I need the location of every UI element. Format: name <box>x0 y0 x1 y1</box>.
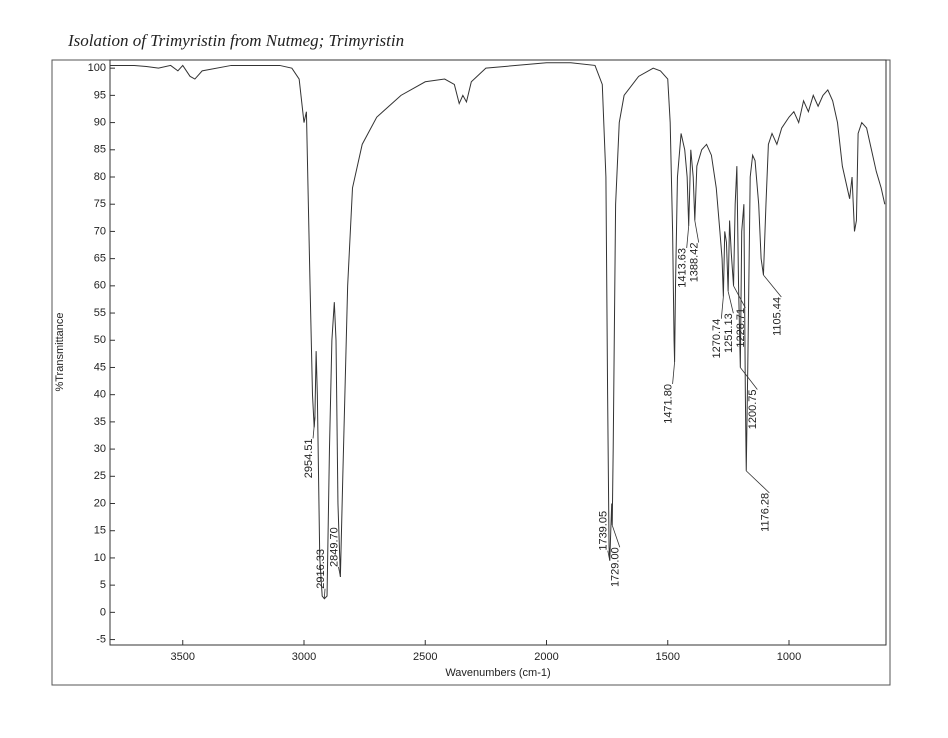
peak-leader <box>720 296 724 319</box>
x-tick-label: 2000 <box>534 651 558 663</box>
peak-leader <box>672 361 675 385</box>
peak-label: 2916.33 <box>315 549 327 589</box>
x-axis-label: Wavenumbers (cm-1) <box>445 667 550 679</box>
peak-leader <box>733 285 746 309</box>
peak-label: 1739.05 <box>598 511 610 551</box>
peak-label: 1270.74 <box>711 319 723 359</box>
peak-leader <box>607 550 611 561</box>
y-tick-label: 55 <box>94 307 106 319</box>
peak-label: 1176.28 <box>759 493 771 532</box>
y-tick-label: 80 <box>94 171 106 183</box>
y-tick-label: 15 <box>94 525 106 537</box>
y-axis-label: %Transmittance <box>54 312 66 391</box>
y-tick-label: 75 <box>94 198 106 210</box>
y-tick-label: 100 <box>88 62 106 74</box>
peak-leader <box>338 566 341 578</box>
y-tick-label: 65 <box>94 253 106 265</box>
peak-label: 1228.71 <box>735 308 747 348</box>
peak-label: 1388.42 <box>689 243 701 283</box>
y-tick-label: 20 <box>94 497 106 509</box>
peak-leader <box>727 291 734 314</box>
peak-leader <box>312 416 316 439</box>
peak-label: 2849.70 <box>328 527 340 567</box>
peak-leader <box>686 225 690 249</box>
chart-title: Isolation of Trimyristin from Nutmeg; Tr… <box>67 31 404 50</box>
peak-label: 1471.80 <box>662 384 674 424</box>
x-tick-label: 1000 <box>777 651 801 663</box>
peak-label: 1251.13 <box>723 313 735 353</box>
y-tick-label: 0 <box>100 606 106 618</box>
peak-leader <box>694 220 700 243</box>
x-tick-label: 2500 <box>413 651 437 663</box>
y-tick-label: 40 <box>94 389 106 401</box>
peak-leader <box>323 588 326 599</box>
y-tick-label: 85 <box>94 144 106 156</box>
y-tick-label: 90 <box>94 116 106 128</box>
y-tick-label: 10 <box>94 552 106 564</box>
spectrum-line <box>110 62 886 600</box>
x-tick-label: 3000 <box>292 651 316 663</box>
x-tick-label: 3500 <box>171 651 195 663</box>
peak-label: 2954.51 <box>303 438 315 478</box>
peak-leader <box>763 274 782 298</box>
y-tick-label: 95 <box>94 89 106 101</box>
plot-area <box>109 59 887 646</box>
y-tick-label: -5 <box>96 633 106 645</box>
peak-leader <box>611 525 621 548</box>
peak-label: 1105.44 <box>771 297 783 336</box>
peak-label: 1729.00 <box>610 547 622 587</box>
y-tick-label: 30 <box>94 443 106 455</box>
peak-label: 1200.75 <box>747 389 759 429</box>
y-tick-label: 70 <box>94 225 106 237</box>
y-tick-label: 25 <box>94 470 106 482</box>
peak-leader <box>740 367 758 390</box>
y-tick-label: 60 <box>94 280 106 292</box>
y-tick-label: 5 <box>100 579 106 591</box>
y-tick-label: 50 <box>94 334 106 346</box>
y-tick-label: 45 <box>94 361 106 373</box>
x-tick-label: 1500 <box>656 651 680 663</box>
peak-leader <box>745 470 770 494</box>
peak-label: 1413.63 <box>677 248 689 288</box>
y-tick-label: 35 <box>94 416 106 428</box>
